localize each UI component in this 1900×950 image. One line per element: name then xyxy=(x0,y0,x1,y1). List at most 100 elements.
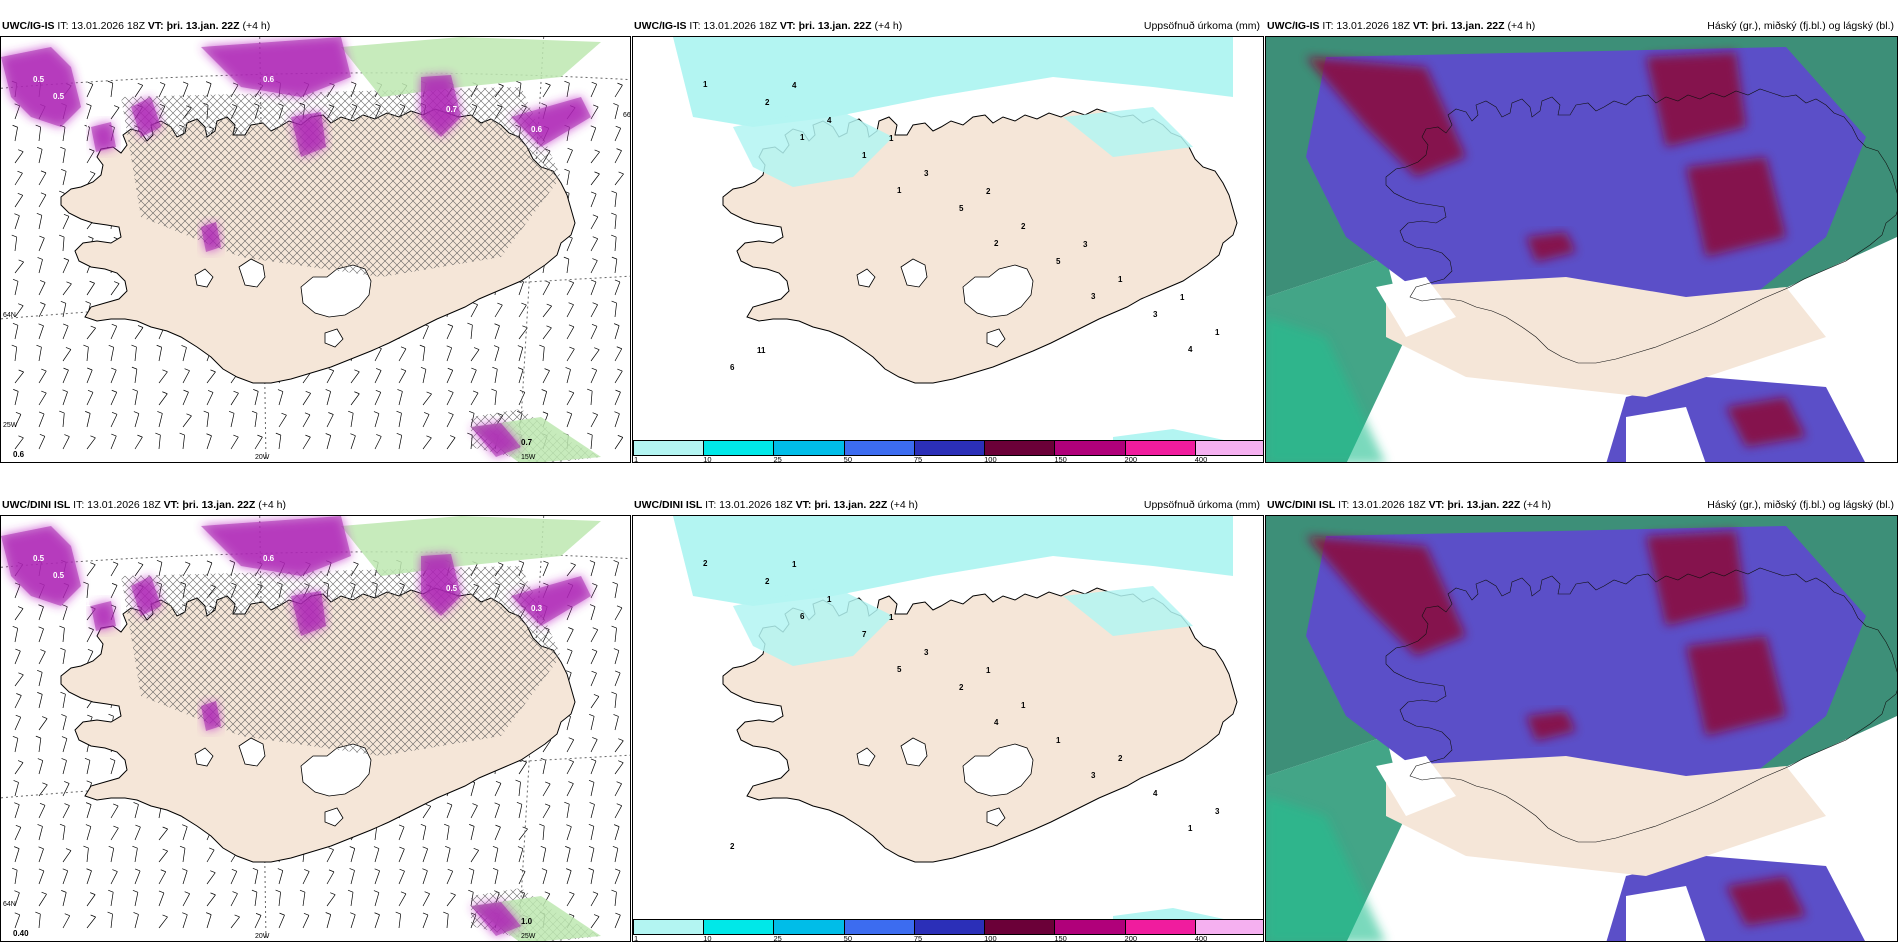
colorbar-swatch xyxy=(773,919,845,935)
precip-value-label: 2 xyxy=(1021,222,1026,231)
colorbar-swatch xyxy=(703,440,775,456)
precip-0-glacier-1 xyxy=(900,258,928,288)
wind-1-glacier-1 xyxy=(238,737,266,767)
wind-0-glacier-3 xyxy=(194,268,214,288)
precip-value-label: 2 xyxy=(765,98,770,107)
precip-value-label: 5 xyxy=(897,665,902,674)
precip-value-label: 1 xyxy=(1021,701,1026,710)
valid-time: VT: þri. 13.jan. 22Z xyxy=(163,499,256,511)
colorbar-tick-label: 50 xyxy=(843,455,852,463)
precip-colorbar: 1 10 25 50 75 100 150 200 400 xyxy=(633,440,1263,462)
colorbar-swatch xyxy=(843,440,915,456)
wind-value-label: 0.5 xyxy=(33,75,45,84)
clear-land-area xyxy=(1386,277,1826,397)
precip-value-label: 3 xyxy=(1091,771,1096,780)
precip-0-glacier-0 xyxy=(962,264,1034,318)
gust-hatch-area xyxy=(121,566,561,756)
wind-value-label: 0.7 xyxy=(79,120,91,129)
wind-1-glacier-0 xyxy=(300,743,372,797)
wind-value-label: 2.1 xyxy=(79,599,91,608)
panel-header: UWC/IG-IS IT: 13.01.2026 18Z VT: þri. 13… xyxy=(632,17,1264,32)
wind-value-label: 0.6 xyxy=(263,75,275,84)
colorbar-swatch xyxy=(1054,919,1126,935)
precip-value-label: 1 xyxy=(1056,736,1061,745)
valid-time: VT: þri. 13.jan. 22Z xyxy=(779,20,872,32)
precip-value-label: 4 xyxy=(827,116,832,125)
coastline xyxy=(1385,567,1897,843)
lead-time: (+4 h) xyxy=(874,20,903,32)
precip-value-label: 11 xyxy=(757,346,766,355)
precip-value-label: 1 xyxy=(897,186,902,195)
precip-value-label: 3 xyxy=(1091,292,1096,301)
precip-value-label: 1 xyxy=(800,133,805,142)
precip-value-label: 2 xyxy=(703,559,708,568)
precip-value-label: 6 xyxy=(730,363,735,372)
precip-value-label: 1 xyxy=(986,666,991,675)
precip-sea-area xyxy=(673,37,1233,127)
map-panel-wind-0: 0.5 0.5 0.7 0.6 0.7 0.6 0.6 0.7 20W 15W 25W 64N 66N xyxy=(0,36,631,463)
precip-0-glacier-3 xyxy=(856,268,876,288)
colorbar-swatch xyxy=(703,919,775,935)
axis-label: 64N xyxy=(3,901,16,908)
precip-value-label: 1 xyxy=(1180,293,1185,302)
field-title: Uppsöfnuð úrkoma (mm) xyxy=(1143,499,1260,511)
wind-value-label: 0.3 xyxy=(531,604,543,613)
valid-time: VT: þri. 13.jan. 22Z xyxy=(1412,20,1505,32)
map-panel-cloud-1 xyxy=(1265,515,1898,942)
precip-colorbar: 1 10 25 50 75 100 150 200 400 xyxy=(633,919,1263,941)
valid-time: VT: þri. 13.jan. 22Z xyxy=(795,499,888,511)
colorbar-swatch xyxy=(1054,440,1126,456)
wind-0-glacier-2 xyxy=(324,328,344,348)
map-canvas-cloud xyxy=(1266,37,1897,462)
wind-1-glacier-2 xyxy=(324,807,344,827)
map-canvas-cloud xyxy=(1266,516,1897,941)
colorbar-tick-label: 400 xyxy=(1194,934,1208,942)
colorbar-tick-label: 75 xyxy=(913,455,923,463)
colorbar-tick-label: 50 xyxy=(843,934,852,942)
colorbar-tick-label: 200 xyxy=(1124,934,1138,942)
lead-time: (+4 h) xyxy=(1507,20,1536,32)
field-title: Háský (gr.), miðský (fj.bl.) og lágský (… xyxy=(1707,20,1894,32)
colorbar-swatch xyxy=(1124,440,1196,456)
lead-time: (+4 h) xyxy=(258,499,286,511)
panel-header: UWC/IG-IS IT: 13.01.2026 18Z VT: þri. 13… xyxy=(0,17,631,32)
precip-value-label: 1 xyxy=(1118,275,1123,284)
map-panel-precip-1: 2 6 5 4 3 1 2 7 2 1 4 2 1 3 1 2 3 1 1 1 1 10 25 50 75 100 150 200 40… xyxy=(632,515,1264,942)
colorbar-swatch xyxy=(1124,919,1196,935)
valid-time: VT: þri. 13.jan. 22Z xyxy=(147,20,240,32)
colorbar-tick-label: 100 xyxy=(984,455,997,463)
precip-value-label: 1 xyxy=(1188,824,1193,833)
map-canvas-wind: 0.5 0.5 0.7 0.6 0.7 0.6 0.6 0.7 20W 15W 25W 64N 66N xyxy=(1,37,631,462)
axis-label: 66N xyxy=(623,112,631,119)
precip-value-label: 1 xyxy=(889,613,894,622)
lead-time: (+4 h) xyxy=(890,499,918,511)
precip-value-label: 1 xyxy=(1215,328,1220,337)
model-name: UWC/IG-IS xyxy=(634,20,687,32)
model-name: UWC/DINI ISL xyxy=(1267,499,1336,511)
init-time: IT: 13.01.2026 18Z xyxy=(705,499,793,511)
precip-value-label: 3 xyxy=(924,169,929,178)
low-cloud-area xyxy=(1306,52,1806,447)
colorbar-tick-label: 1 xyxy=(634,455,639,463)
axis-label: 64N xyxy=(3,312,16,319)
magenta-zones xyxy=(1,516,591,936)
colorbar-swatch xyxy=(773,440,845,456)
precip-value-label: 1 xyxy=(792,560,797,569)
wind-value-label: 0.6 xyxy=(13,450,25,459)
precip-value-label: 1 xyxy=(827,595,832,604)
wind-value-label: 0.5 xyxy=(53,571,65,580)
precip-1-glacier-3 xyxy=(856,747,876,767)
wind-1-glacier-3 xyxy=(194,747,214,767)
precip-value-label: 2 xyxy=(730,842,735,851)
colorbar-tick-label: 25 xyxy=(773,455,782,463)
valid-time: VT: þri. 13.jan. 22Z xyxy=(1428,499,1521,511)
precip-value-label: 4 xyxy=(1188,345,1193,354)
precip-value-label: 4 xyxy=(1153,789,1158,798)
precip-value-label: 4 xyxy=(792,81,797,90)
colorbar-swatch xyxy=(913,919,986,935)
precip-1-glacier-0 xyxy=(962,743,1034,797)
wind-value-label: 0.5 xyxy=(53,92,65,101)
precip-value-label: 1 xyxy=(862,151,867,160)
